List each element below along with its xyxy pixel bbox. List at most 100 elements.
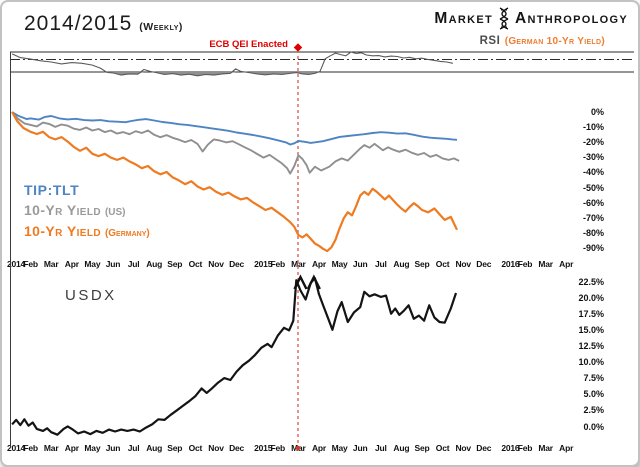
x-axis-label: Mar <box>43 443 59 453</box>
x-axis-label: Mar <box>43 259 59 269</box>
x-axis-label: Apr <box>559 259 574 269</box>
x-axis-label: Jul <box>374 259 387 269</box>
series-line-tip-tlt <box>11 111 458 146</box>
y-axis-label: -80% <box>582 228 604 239</box>
brand-logo: Market Anthropology <box>434 7 628 30</box>
ecb-event-diamond <box>293 43 303 52</box>
x-axis-label: Oct <box>188 259 203 269</box>
dna-icon <box>499 7 509 30</box>
page-title: 2014/2015 <box>24 12 133 35</box>
x-axis-label: Feb <box>270 443 286 453</box>
x-axis-label: May <box>331 259 348 269</box>
legend-item-us-10yr: 10-Yr Yield (US) <box>24 201 150 223</box>
x-axis-label: Feb <box>23 443 38 453</box>
rsi-caption: RSI (German 10-Yr Yield) <box>480 31 605 49</box>
rsi-oversold-fill <box>12 72 453 76</box>
x-axis-label: Aug <box>393 259 410 269</box>
x-axis-label: May <box>84 443 101 453</box>
x-axis-label: Dec <box>229 443 245 453</box>
x-axis-label: Jul <box>127 443 140 453</box>
x-axis-label: Apr <box>311 443 327 453</box>
x-axis-label: Nov <box>208 259 224 269</box>
legend-label-de-10yr: 10-Yr Yield <box>24 223 101 239</box>
y-axis-label: -70% <box>582 212 604 223</box>
x-axis-label: 2014 <box>6 259 26 269</box>
x-axis-label: Sep <box>414 443 430 453</box>
y-axis-label: 0% <box>590 106 604 117</box>
x-axis-label: Dec <box>476 443 492 453</box>
legend-item-de-10yr: 10-Yr Yield (Germany) <box>24 222 150 244</box>
y-axis-label: -10% <box>582 121 604 132</box>
y-axis-label: -30% <box>582 152 604 163</box>
x-axis-label: Feb <box>517 443 533 453</box>
x-axis-label: 2015 <box>254 259 273 269</box>
x-axis-label: 2016 <box>501 259 520 269</box>
x-axis-label: Oct <box>188 443 203 453</box>
y-axis-label: -90% <box>582 243 604 254</box>
x-axis-label: Aug <box>393 443 410 453</box>
ecb-qe-annotation: ECB QEI Enacted <box>209 39 288 50</box>
x-axis-label: Jun <box>105 259 121 269</box>
usdx-series-label: USDX <box>65 287 117 304</box>
x-axis-label: Apr <box>559 443 574 453</box>
y-axis-label: -60% <box>582 197 604 208</box>
legend-suffix-germany: (Germany) <box>104 228 150 239</box>
y-axis-label: -40% <box>582 167 604 178</box>
x-axis-label: Jun <box>352 443 368 453</box>
x-axis-label: Apr <box>64 259 79 269</box>
x-axis-label: Jul <box>127 259 140 269</box>
x-axis-label: Jun <box>352 259 368 269</box>
y-axis-label: 0.0% <box>583 421 604 432</box>
x-axis-label: May <box>84 259 101 269</box>
brand-word-market: Market <box>434 9 494 27</box>
x-axis-label: Jun <box>105 443 121 453</box>
page-title-suffix: (Weekly) <box>139 21 183 33</box>
x-axis-label: Aug <box>146 443 163 453</box>
x-axis-label: Feb <box>23 259 38 269</box>
legend-label-tip-tlt: TIP:TLT <box>24 182 80 198</box>
y-axis-label: 12.5% <box>578 341 604 351</box>
x-axis-label: Mar <box>538 259 553 269</box>
x-axis-label: Dec <box>476 259 492 269</box>
y-axis-label: 22.5% <box>578 276 604 287</box>
legend-suffix-us: (US) <box>104 206 126 218</box>
x-axis-label: Nov <box>455 443 471 453</box>
y-axis-label: 2.5% <box>583 405 604 416</box>
peak-caret-icon <box>293 274 308 290</box>
peak-caret-icon <box>306 274 321 290</box>
y-axis-label: 15.0% <box>578 324 604 335</box>
x-axis-label: Sep <box>167 443 183 453</box>
x-axis-label: Nov <box>455 259 471 269</box>
x-axis-label: Aug <box>146 259 163 269</box>
x-axis-label: Sep <box>414 259 430 269</box>
legend-label-us-10yr: 10-Yr Yield <box>24 201 101 218</box>
x-axis-label: 2014 <box>6 443 26 453</box>
series-line-10-yr-yield-us- <box>11 111 460 175</box>
rsi-sublabel: (German 10-Yr Yield) <box>504 36 605 47</box>
x-axis-label: Feb <box>517 259 533 269</box>
x-axis-label: Feb <box>270 259 286 269</box>
brand-word-anthropology: Anthropology <box>515 9 628 27</box>
x-axis-label: 2015 <box>254 443 273 453</box>
y-axis-label: 5.0% <box>583 389 604 400</box>
x-axis-label: Nov <box>208 443 224 453</box>
x-axis-label: Apr <box>311 259 327 269</box>
y-axis-label: 17.5% <box>578 308 604 319</box>
x-axis-label: Oct <box>435 443 450 453</box>
x-axis-label: Dec <box>229 259 245 269</box>
y-axis-label: 20.0% <box>578 292 604 303</box>
rsi-label: RSI <box>479 35 501 47</box>
x-axis-label: May <box>331 443 348 453</box>
y-axis-label: 7.5% <box>583 373 604 384</box>
y-axis-label: -20% <box>582 136 604 147</box>
y-axis-label: 10.0% <box>578 357 604 368</box>
x-axis-label: Apr <box>64 443 79 453</box>
legend-item-tip-tlt: TIP:TLT <box>24 181 150 201</box>
x-axis-label: Jul <box>374 443 387 453</box>
x-axis-label: Mar <box>538 443 553 453</box>
x-axis-label: Sep <box>167 259 183 269</box>
series-legend: TIP:TLT 10-Yr Yield (US) 10-Yr Yield (Germ… <box>24 181 150 244</box>
rsi-line <box>11 51 454 77</box>
x-axis-label: 2016 <box>501 443 520 453</box>
